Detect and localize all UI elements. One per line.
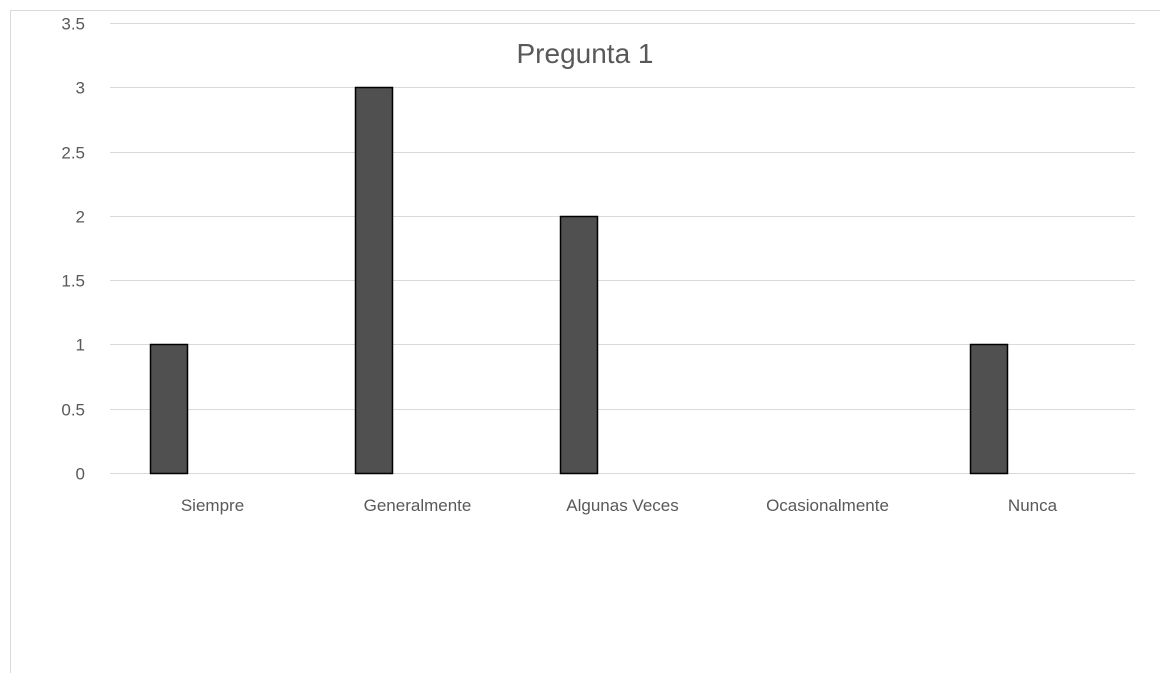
category-label: Nunca xyxy=(1008,496,1058,515)
y-tick-label: 2.5 xyxy=(61,144,85,163)
bar-generalmente xyxy=(356,88,393,474)
bar-algunas-veces xyxy=(561,217,598,474)
category-label: Algunas Veces xyxy=(566,496,678,515)
category-label: Generalmente xyxy=(364,496,472,515)
y-tick-label: 2 xyxy=(76,208,85,227)
x-axis-categories: Siempre Generalmente Algunas Veces Ocasiona… xyxy=(181,496,1058,515)
y-tick-label: 3.5 xyxy=(61,15,85,34)
y-tick-label: 1 xyxy=(76,336,85,355)
category-label: Siempre xyxy=(181,496,244,515)
y-tick-label: 3 xyxy=(76,79,85,98)
bar-siempre xyxy=(151,345,188,474)
bar-nunca xyxy=(971,345,1008,474)
y-tick-label: 1.5 xyxy=(61,272,85,291)
category-label: Ocasionalmente xyxy=(766,496,889,515)
y-tick-label: 0.5 xyxy=(61,401,85,420)
chart-title: Pregunta 1 xyxy=(517,38,654,69)
y-tick-label: 0 xyxy=(76,465,85,484)
y-axis-ticks: 0 0.5 1 1.5 2 2.5 3 3.5 xyxy=(61,15,85,484)
